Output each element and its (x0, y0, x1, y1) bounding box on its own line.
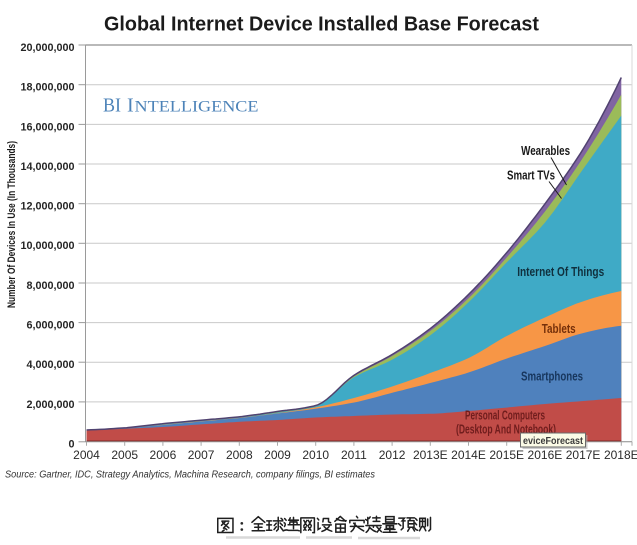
svg-text:6,000,000: 6,000,000 (26, 320, 74, 332)
svg-text:18,000,000: 18,000,000 (20, 82, 74, 94)
svg-text:2,000,000: 2,000,000 (26, 399, 74, 411)
svg-text:2004: 2004 (73, 448, 100, 462)
svg-text:I: I (127, 95, 134, 117)
svg-text:Smart TVs: Smart TVs (507, 169, 555, 183)
svg-text:2014E: 2014E (451, 448, 486, 462)
svg-text:2018E: 2018E (604, 448, 637, 462)
svg-text:Smartphones: Smartphones (521, 369, 583, 384)
svg-text:Internet Of Things: Internet Of Things (517, 265, 604, 279)
svg-text:2008: 2008 (226, 448, 253, 462)
svg-text:2012: 2012 (379, 448, 406, 462)
svg-text:16,000,000: 16,000,000 (20, 121, 74, 133)
svg-text:2017E: 2017E (566, 448, 601, 462)
svg-text:4,000,000: 4,000,000 (26, 359, 74, 371)
svg-text:2010: 2010 (302, 448, 329, 462)
svg-text:NTELLIGENCE: NTELLIGENCE (135, 99, 259, 116)
svg-text:2016E: 2016E (528, 448, 563, 462)
svg-text:14,000,000: 14,000,000 (20, 161, 74, 173)
svg-text:2013E: 2013E (413, 448, 448, 462)
svg-text:10,000,000: 10,000,000 (20, 240, 74, 252)
svg-text:12,000,000: 12,000,000 (20, 201, 74, 213)
svg-text:2009: 2009 (264, 448, 291, 462)
svg-text:Personal Computers: Personal Computers (465, 409, 545, 423)
svg-text:2015E: 2015E (489, 448, 524, 462)
svg-text:BI: BI (103, 95, 121, 117)
svg-text:2006: 2006 (150, 448, 177, 462)
svg-text:8,000,000: 8,000,000 (26, 280, 74, 292)
svg-text:Global Internet Device Install: Global Internet Device Installed Base Fo… (104, 13, 539, 36)
svg-text:Source: Gartner, IDC, Strategy: Source: Gartner, IDC, Strategy Analytics… (5, 470, 375, 481)
svg-text:2005: 2005 (111, 448, 138, 462)
svg-text:2011: 2011 (341, 448, 367, 462)
svg-text:Number Of Devices In Use (In T: Number Of Devices In Use (In Thousands) (6, 141, 18, 308)
svg-text:eviceForecast: eviceForecast (523, 435, 583, 447)
svg-text:20,000,000: 20,000,000 (20, 42, 74, 54)
svg-text:0: 0 (68, 438, 74, 450)
svg-text:Wearables: Wearables (521, 144, 570, 158)
svg-text:Tablets: Tablets (542, 322, 576, 336)
svg-text:2007: 2007 (188, 448, 215, 462)
